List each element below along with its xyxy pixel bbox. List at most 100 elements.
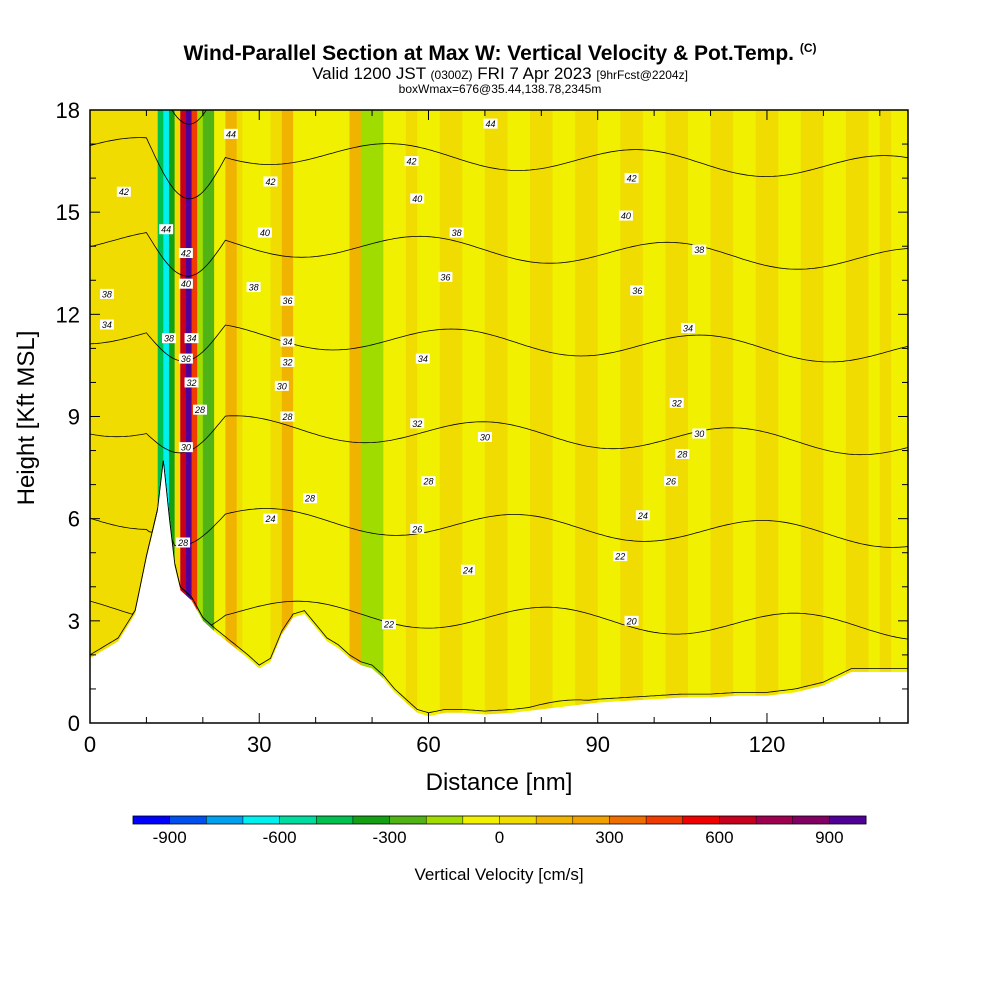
contour-label-bg bbox=[692, 428, 707, 439]
velocity-cell bbox=[163, 110, 170, 723]
velocity-cell bbox=[259, 110, 272, 723]
contour-label-bg bbox=[274, 380, 289, 391]
contour-label-bg bbox=[675, 448, 690, 459]
contour-label: 28 bbox=[422, 477, 433, 487]
contour-label-bg bbox=[263, 513, 278, 524]
velocity-cell bbox=[575, 110, 599, 723]
contour-label-bg bbox=[630, 285, 645, 296]
contour-label: 24 bbox=[265, 514, 276, 524]
colorbar-tick-label: 0 bbox=[495, 828, 504, 847]
contour-label: 32 bbox=[282, 358, 292, 368]
contour-label-bg bbox=[280, 336, 295, 347]
contour-label: 38 bbox=[249, 283, 259, 293]
contour-label-bg bbox=[692, 244, 707, 255]
x-tick-label: 30 bbox=[247, 732, 271, 757]
boxwmax-info: boxWmax=676@35.44,138.78,2345m bbox=[398, 82, 602, 96]
contour-label-bg bbox=[410, 523, 425, 534]
contour-label: 38 bbox=[102, 289, 112, 299]
colorbar-swatch bbox=[389, 816, 427, 824]
terrain-layer bbox=[90, 464, 908, 723]
contour-label: 24 bbox=[637, 511, 648, 521]
contour-label: 34 bbox=[683, 323, 693, 333]
y-axis-title: Height [Kft MSL] bbox=[13, 331, 40, 506]
velocity-cell bbox=[197, 110, 204, 723]
contour-label-bg bbox=[624, 615, 639, 626]
contour-label: 22 bbox=[383, 620, 394, 630]
y-tick-label: 6 bbox=[68, 507, 80, 532]
contour-label: 44 bbox=[226, 129, 236, 139]
velocity-cell bbox=[168, 110, 176, 723]
velocity-cell bbox=[439, 110, 463, 723]
colorbar-title: Vertical Velocity [cm/s] bbox=[414, 865, 583, 884]
contour-label-bg bbox=[404, 156, 419, 167]
contour-label: 38 bbox=[164, 334, 174, 344]
contour-label-bg bbox=[460, 564, 475, 575]
contour-label-bg bbox=[438, 271, 453, 282]
velocity-cell bbox=[191, 110, 198, 723]
colorbar-swatch bbox=[206, 816, 244, 824]
contour-label: 30 bbox=[277, 381, 287, 391]
velocity-cell bbox=[225, 110, 238, 723]
colorbar-swatch bbox=[572, 816, 610, 824]
velocity-cell bbox=[405, 110, 418, 723]
colorbar-swatch bbox=[646, 816, 684, 824]
contour-label: 30 bbox=[181, 443, 191, 453]
contour-label-bg bbox=[99, 319, 114, 330]
utc-time: (0300Z) bbox=[430, 68, 473, 82]
contour-label-bg bbox=[624, 173, 639, 184]
colorbar-swatch bbox=[792, 816, 830, 824]
chart-subtitle: Valid 1200 JST (0300Z) FRI 7 Apr 2023 [9… bbox=[0, 65, 1000, 83]
contour-label: 34 bbox=[418, 354, 428, 364]
contour-label-bg bbox=[116, 186, 131, 197]
contour-label-bg bbox=[176, 537, 191, 548]
contour-label: 32 bbox=[672, 398, 682, 408]
contour-label-bg bbox=[280, 295, 295, 306]
velocity-cell bbox=[552, 110, 576, 723]
x-tick-label: 90 bbox=[585, 732, 609, 757]
contour-label: 22 bbox=[614, 552, 625, 562]
contour-label: 28 bbox=[177, 538, 188, 548]
contour-label: 42 bbox=[119, 187, 129, 197]
colorbar-swatch bbox=[133, 816, 171, 824]
theta-contour bbox=[90, 137, 908, 200]
contour-label: 42 bbox=[627, 174, 637, 184]
velocity-cell bbox=[484, 110, 509, 723]
contour-label: 34 bbox=[187, 334, 197, 344]
contour-label: 36 bbox=[632, 286, 642, 296]
copyright-mark: (C) bbox=[799, 41, 817, 55]
y-tick-label: 0 bbox=[68, 711, 80, 736]
colorbar-swatch bbox=[316, 816, 354, 824]
contour-label: 32 bbox=[412, 419, 422, 429]
contour-label: 42 bbox=[407, 157, 417, 167]
velocity-cell bbox=[157, 110, 164, 723]
contour-label-bg bbox=[421, 476, 436, 487]
velocity-cell bbox=[214, 110, 226, 723]
contour-label: 38 bbox=[452, 228, 462, 238]
contour-label: 40 bbox=[412, 194, 422, 204]
velocity-cell bbox=[868, 110, 881, 723]
contour-label: 40 bbox=[621, 211, 631, 221]
velocity-cell bbox=[146, 110, 159, 723]
contour-label: 36 bbox=[440, 272, 450, 282]
contour-label-bg bbox=[178, 353, 193, 364]
velocity-cell bbox=[135, 110, 148, 723]
velocity-cell bbox=[349, 110, 362, 723]
contour-label-bg bbox=[193, 404, 208, 415]
colorbar-swatch bbox=[242, 816, 281, 824]
contour-label-bg bbox=[415, 353, 430, 364]
contour-label-bg bbox=[613, 551, 628, 562]
y-tick-label: 15 bbox=[56, 200, 80, 225]
colorbar-swatch bbox=[279, 816, 317, 824]
contour-label: 40 bbox=[181, 279, 191, 289]
contour-label-bg bbox=[664, 476, 679, 487]
velocity-cell bbox=[174, 110, 181, 723]
theta-contour bbox=[90, 232, 908, 277]
contour-label-bg bbox=[680, 322, 695, 333]
velocity-cell bbox=[180, 110, 187, 723]
velocity-cell bbox=[755, 110, 779, 723]
velocity-cell bbox=[315, 110, 339, 723]
contour-label-bg bbox=[178, 442, 193, 453]
velocity-cell bbox=[823, 110, 847, 723]
contour-label-bg bbox=[618, 210, 633, 221]
colorbar-tick-label: 900 bbox=[815, 828, 843, 847]
